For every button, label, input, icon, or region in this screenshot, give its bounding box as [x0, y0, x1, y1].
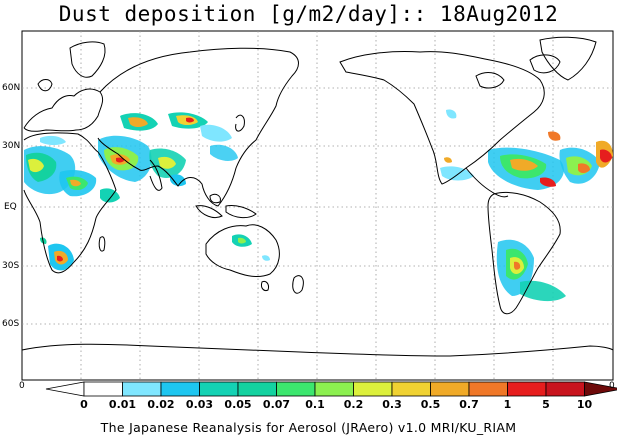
x-axis-label-right: 0: [609, 381, 615, 391]
dust-caribbean: [440, 131, 613, 190]
map-frame: [21, 30, 614, 381]
colorbar-swatch: [83, 381, 123, 397]
colorbar-tick-label: 0.7: [459, 398, 479, 411]
colorbar-tick-label: 0.03: [185, 398, 214, 411]
map-title: Dust deposition [g/m2/day]:: 18Aug2012: [58, 2, 559, 26]
colorbar-swatch: [391, 381, 431, 397]
colorbar-swatch: [160, 381, 200, 397]
lat-label-30n: 30N: [2, 141, 21, 151]
lat-label-60s: 60S: [2, 319, 20, 329]
colorbar-tick-label: 0.07: [262, 398, 291, 411]
colorbar-tick-label: 0.01: [108, 398, 137, 411]
colorbar-tick-label: 0.1: [305, 398, 325, 411]
lat-label-eq: EQ: [4, 202, 17, 212]
dust-na-southwest: [444, 109, 457, 163]
colorbar-arrow-left: [45, 381, 85, 397]
colorbar-tick-label: 0.2: [343, 398, 364, 411]
colorbar-swatch: [122, 381, 162, 397]
x-axis-label-left: 0: [19, 381, 25, 391]
dust-australia: [232, 234, 270, 261]
colorbar-tick-label: 5: [542, 398, 550, 411]
lat-label-60n: 60N: [2, 83, 21, 93]
colorbar-tick-label: 0.05: [224, 398, 252, 411]
dust-central-asia: [120, 112, 238, 161]
colorbar-swatch: [430, 381, 470, 397]
colorbar-swatch: [468, 381, 508, 397]
colorbar-arrow-right: [584, 381, 617, 397]
dust-southern-africa: [40, 237, 74, 271]
colorbar-swatch: [199, 381, 239, 397]
dust-arabia: [98, 135, 186, 187]
colorbar-swatch: [545, 381, 585, 397]
colorbar-swatch: [237, 381, 277, 397]
footer-credit: The Japanese Reanalysis for Aerosol (JRA…: [100, 420, 517, 435]
dust-shading: [24, 109, 613, 302]
colorbar-tick-label: 10: [576, 398, 593, 411]
colorbar: [45, 381, 617, 397]
coastlines: [21, 36, 614, 357]
colorbar-swatch: [507, 381, 547, 397]
colorbar-tick-label: 0.02: [147, 398, 175, 411]
lat-label-30s: 30S: [2, 261, 20, 271]
colorbar-tick-label: 0.5: [420, 398, 441, 411]
colorbar-swatch: [276, 381, 316, 397]
colorbar-tick-label: 0: [80, 398, 88, 411]
colorbar-tick-label: 1: [503, 398, 512, 411]
colorbar-tick-label: 0.3: [382, 398, 402, 411]
colorbar-swatch: [353, 381, 393, 397]
dust-patagonia: [496, 239, 566, 302]
colorbar-swatch: [314, 381, 354, 397]
